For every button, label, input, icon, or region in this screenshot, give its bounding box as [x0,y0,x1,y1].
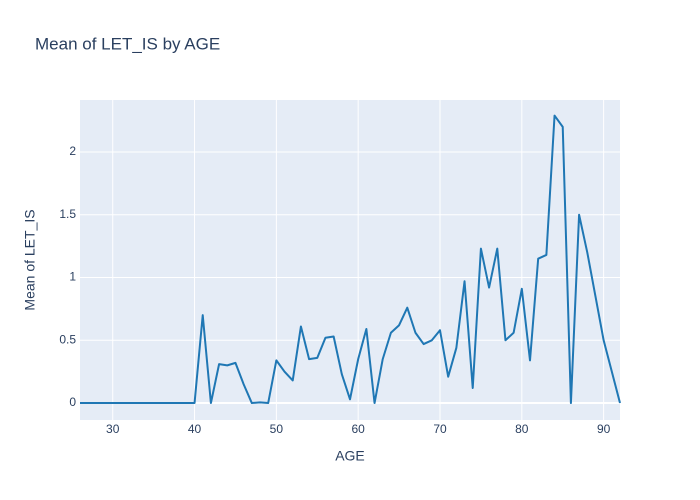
y-tick-label: 0.5 [59,332,76,346]
line-series [80,114,621,405]
x-tick-label: 60 [352,422,366,436]
x-tick-label: 90 [597,422,611,436]
x-tick-label: 30 [106,422,120,436]
x-tick-label: 70 [433,422,447,436]
y-tick-label: 1.5 [59,207,76,221]
y-tick-label: 0 [69,395,76,409]
x-tick-label: 40 [188,422,202,436]
x-tick-label: 50 [270,422,284,436]
x-axis-title: AGE [335,448,365,464]
y-tick-label: 2 [69,144,76,158]
plot-area [80,100,620,420]
y-tick-label: 1 [69,270,76,284]
chart-title: Mean of LET_IS by AGE [35,34,220,53]
marks [80,114,621,405]
y-axis-title: Mean of LET_IS [22,209,38,310]
x-tick-label: 80 [515,422,529,436]
